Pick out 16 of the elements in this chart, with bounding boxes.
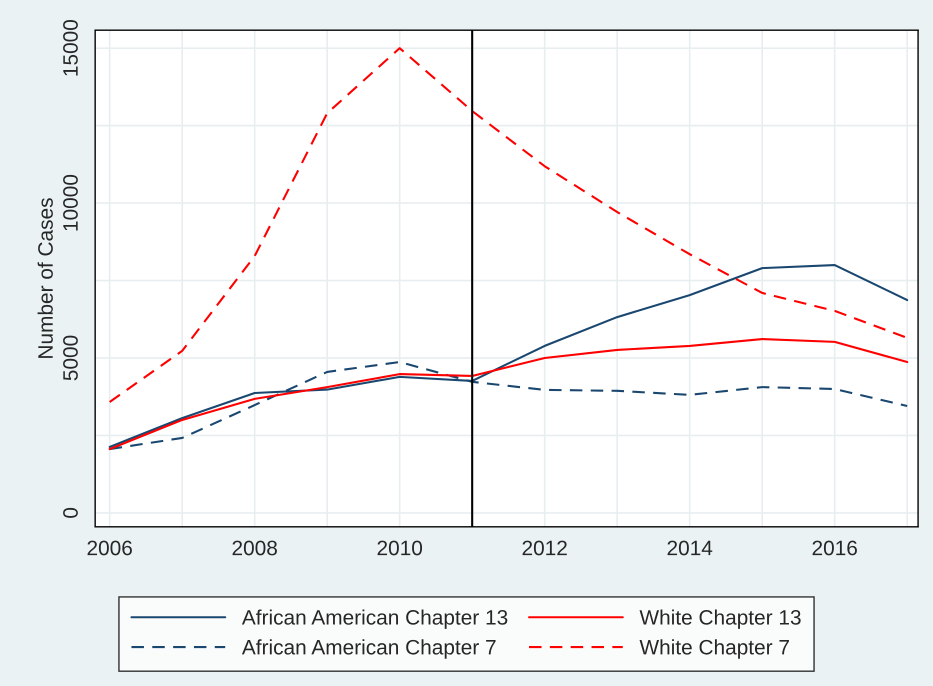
x-tick-label: 2016 [812, 540, 857, 556]
x-tick-label: 2010 [378, 540, 422, 556]
legend-label: White Chapter 13 [640, 609, 801, 629]
x-tick-label: 2014 [668, 540, 712, 556]
x-tick-label: 2006 [88, 540, 132, 556]
line-series [108, 338, 908, 450]
x-tick-label: 2008 [232, 540, 277, 556]
y-tick-label: 15000 [63, 20, 78, 76]
legend-label: African American Chapter 13 [242, 609, 508, 629]
legend-label: White Chapter 7 [640, 639, 789, 659]
y-tick-label: 0 [63, 508, 78, 518]
x-tick-label: 2012 [522, 540, 567, 556]
y-tick-label: 10000 [63, 174, 78, 230]
y-axis-title: Number of Cases [38, 198, 53, 358]
legend-label: African American Chapter 7 [242, 639, 496, 659]
y-tick-label: 5000 [63, 336, 78, 380]
